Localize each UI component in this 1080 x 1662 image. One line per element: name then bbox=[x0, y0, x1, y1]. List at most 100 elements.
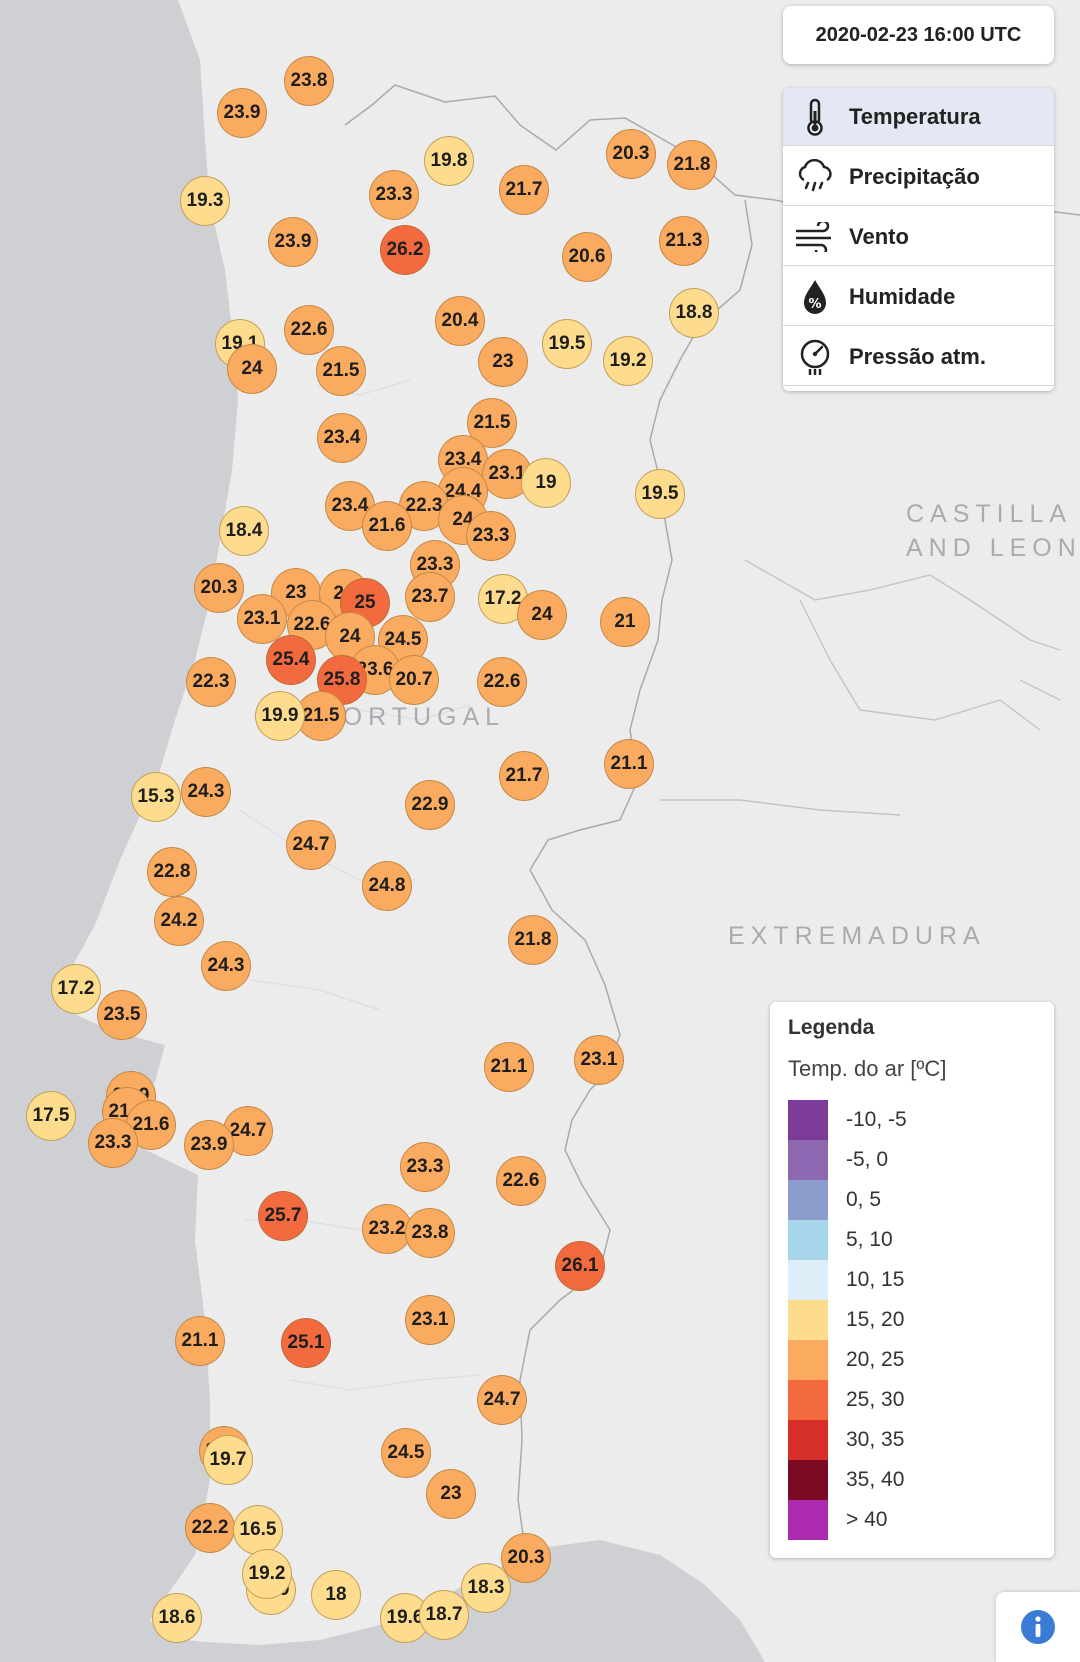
station-marker[interactable]: 23.3 bbox=[88, 1118, 138, 1168]
layer-option-humidity-drop[interactable]: % Humidade bbox=[783, 268, 1054, 326]
station-marker[interactable]: 23.3 bbox=[466, 511, 516, 561]
station-marker[interactable]: 24.3 bbox=[181, 767, 231, 817]
station-marker[interactable]: 21.7 bbox=[499, 165, 549, 215]
station-marker[interactable]: 18.3 bbox=[461, 1563, 511, 1613]
station-marker[interactable]: 18.7 bbox=[419, 1590, 469, 1640]
station-marker[interactable]: 23.9 bbox=[268, 217, 318, 267]
station-marker[interactable]: 19.5 bbox=[542, 319, 592, 369]
station-marker[interactable]: 23.8 bbox=[284, 56, 334, 106]
thermometer-icon bbox=[793, 95, 837, 139]
station-marker[interactable]: 18.4 bbox=[219, 506, 269, 556]
station-marker[interactable]: 23.5 bbox=[97, 990, 147, 1040]
legend-class-label: > 40 bbox=[846, 1508, 888, 1531]
station-marker[interactable]: 17.5 bbox=[26, 1091, 76, 1141]
station-marker[interactable]: 20.3 bbox=[194, 563, 244, 613]
station-marker[interactable]: 20.4 bbox=[435, 296, 485, 346]
legend-swatch bbox=[788, 1340, 828, 1380]
layer-option-thermometer[interactable]: Temperatura bbox=[783, 88, 1054, 146]
legend-class: 0, 5 bbox=[788, 1180, 1048, 1220]
station-marker[interactable]: 24.5 bbox=[381, 1428, 431, 1478]
layer-option-rain-cloud[interactable]: Precipitação bbox=[783, 148, 1054, 206]
legend-class-label: 0, 5 bbox=[846, 1188, 882, 1211]
layer-option-wind[interactable]: Vento bbox=[783, 208, 1054, 266]
legend-swatch bbox=[788, 1380, 828, 1420]
station-marker[interactable]: 19.7 bbox=[203, 1435, 253, 1485]
region-label-castilla-leon: CASTILLA AND LEON bbox=[906, 500, 1080, 562]
station-marker[interactable]: 19.2 bbox=[242, 1549, 292, 1599]
legend-class: 35, 40 bbox=[788, 1460, 1048, 1500]
station-marker[interactable]: 23.1 bbox=[237, 594, 287, 644]
legend-swatch bbox=[788, 1300, 828, 1340]
station-marker[interactable]: 22.8 bbox=[147, 847, 197, 897]
wind-icon bbox=[793, 215, 837, 259]
station-marker[interactable]: 18 bbox=[311, 1570, 361, 1620]
station-marker[interactable]: 18.8 bbox=[669, 288, 719, 338]
legend-class-label: 25, 30 bbox=[846, 1388, 905, 1411]
legend-class-label: 5, 10 bbox=[846, 1228, 893, 1251]
station-marker[interactable]: 19.8 bbox=[424, 136, 474, 186]
station-marker[interactable]: 26.2 bbox=[380, 225, 430, 275]
station-marker[interactable]: 23.3 bbox=[369, 170, 419, 220]
station-marker[interactable]: 20.3 bbox=[606, 129, 656, 179]
station-marker[interactable]: 22.6 bbox=[496, 1156, 546, 1206]
humidity-drop-icon: % bbox=[793, 275, 837, 319]
station-marker[interactable]: 23.7 bbox=[405, 572, 455, 622]
station-marker[interactable]: 23.3 bbox=[400, 1142, 450, 1192]
station-marker[interactable]: 22.6 bbox=[477, 657, 527, 707]
station-marker[interactable]: 23 bbox=[478, 337, 528, 387]
layer-option-label: Vento bbox=[849, 223, 909, 249]
station-marker[interactable]: 24 bbox=[517, 590, 567, 640]
station-marker[interactable]: 17.2 bbox=[51, 964, 101, 1014]
station-marker[interactable]: 23.1 bbox=[574, 1035, 624, 1085]
station-marker[interactable]: 22.9 bbox=[405, 780, 455, 830]
info-button[interactable] bbox=[996, 1592, 1080, 1662]
station-marker[interactable]: 21.6 bbox=[362, 501, 412, 551]
station-marker[interactable]: 21.5 bbox=[316, 346, 366, 396]
station-marker[interactable]: 21.1 bbox=[484, 1042, 534, 1092]
station-marker[interactable]: 19.2 bbox=[603, 336, 653, 386]
station-marker[interactable]: 23 bbox=[426, 1469, 476, 1519]
station-marker[interactable]: 19.9 bbox=[255, 691, 305, 741]
legend-class: 10, 15 bbox=[788, 1260, 1048, 1300]
station-marker[interactable]: 24.8 bbox=[362, 861, 412, 911]
station-marker[interactable]: 23.4 bbox=[317, 413, 367, 463]
station-marker[interactable]: 24 bbox=[227, 344, 277, 394]
station-marker[interactable]: 19.5 bbox=[635, 469, 685, 519]
station-marker[interactable]: 21.7 bbox=[499, 751, 549, 801]
station-marker[interactable]: 23.1 bbox=[405, 1295, 455, 1345]
legend-class: 25, 30 bbox=[788, 1380, 1048, 1420]
station-marker[interactable]: 21.3 bbox=[659, 216, 709, 266]
station-marker[interactable]: 19 bbox=[521, 458, 571, 508]
station-marker[interactable]: 21.1 bbox=[604, 739, 654, 789]
station-marker[interactable]: 23.9 bbox=[184, 1120, 234, 1170]
station-marker[interactable]: 24.7 bbox=[286, 820, 336, 870]
station-marker[interactable]: 21 bbox=[600, 597, 650, 647]
station-marker[interactable]: 25.7 bbox=[258, 1191, 308, 1241]
station-marker[interactable]: 25.1 bbox=[281, 1318, 331, 1368]
station-marker[interactable]: 25.4 bbox=[266, 635, 316, 685]
station-marker[interactable]: 20.7 bbox=[389, 655, 439, 705]
station-marker[interactable]: 26.1 bbox=[555, 1241, 605, 1291]
station-marker[interactable]: 23.8 bbox=[405, 1208, 455, 1258]
station-marker[interactable]: 18.6 bbox=[152, 1593, 202, 1643]
station-marker[interactable]: 24.3 bbox=[201, 941, 251, 991]
station-marker[interactable]: 21.1 bbox=[175, 1316, 225, 1366]
station-marker[interactable]: 19.3 bbox=[180, 176, 230, 226]
station-marker[interactable]: 24.2 bbox=[154, 896, 204, 946]
station-marker[interactable]: 20.6 bbox=[562, 232, 612, 282]
station-marker[interactable]: 15.3 bbox=[131, 772, 181, 822]
station-marker[interactable]: 20.3 bbox=[501, 1533, 551, 1583]
station-marker[interactable]: 22.6 bbox=[284, 305, 334, 355]
station-marker[interactable]: 21.8 bbox=[667, 140, 717, 190]
station-marker[interactable]: 22.2 bbox=[185, 1503, 235, 1553]
barometer-icon bbox=[793, 335, 837, 379]
station-marker[interactable]: 23.9 bbox=[217, 88, 267, 138]
station-marker[interactable]: 24.7 bbox=[477, 1375, 527, 1425]
station-marker[interactable]: 16.5 bbox=[233, 1505, 283, 1555]
legend-class: > 40 bbox=[788, 1500, 1048, 1540]
station-marker[interactable]: 21.8 bbox=[508, 915, 558, 965]
legend-swatch bbox=[788, 1100, 828, 1140]
legend-title: Legenda bbox=[788, 1016, 875, 1039]
layer-option-barometer[interactable]: Pressão atm. bbox=[783, 328, 1054, 386]
station-marker[interactable]: 22.3 bbox=[186, 657, 236, 707]
